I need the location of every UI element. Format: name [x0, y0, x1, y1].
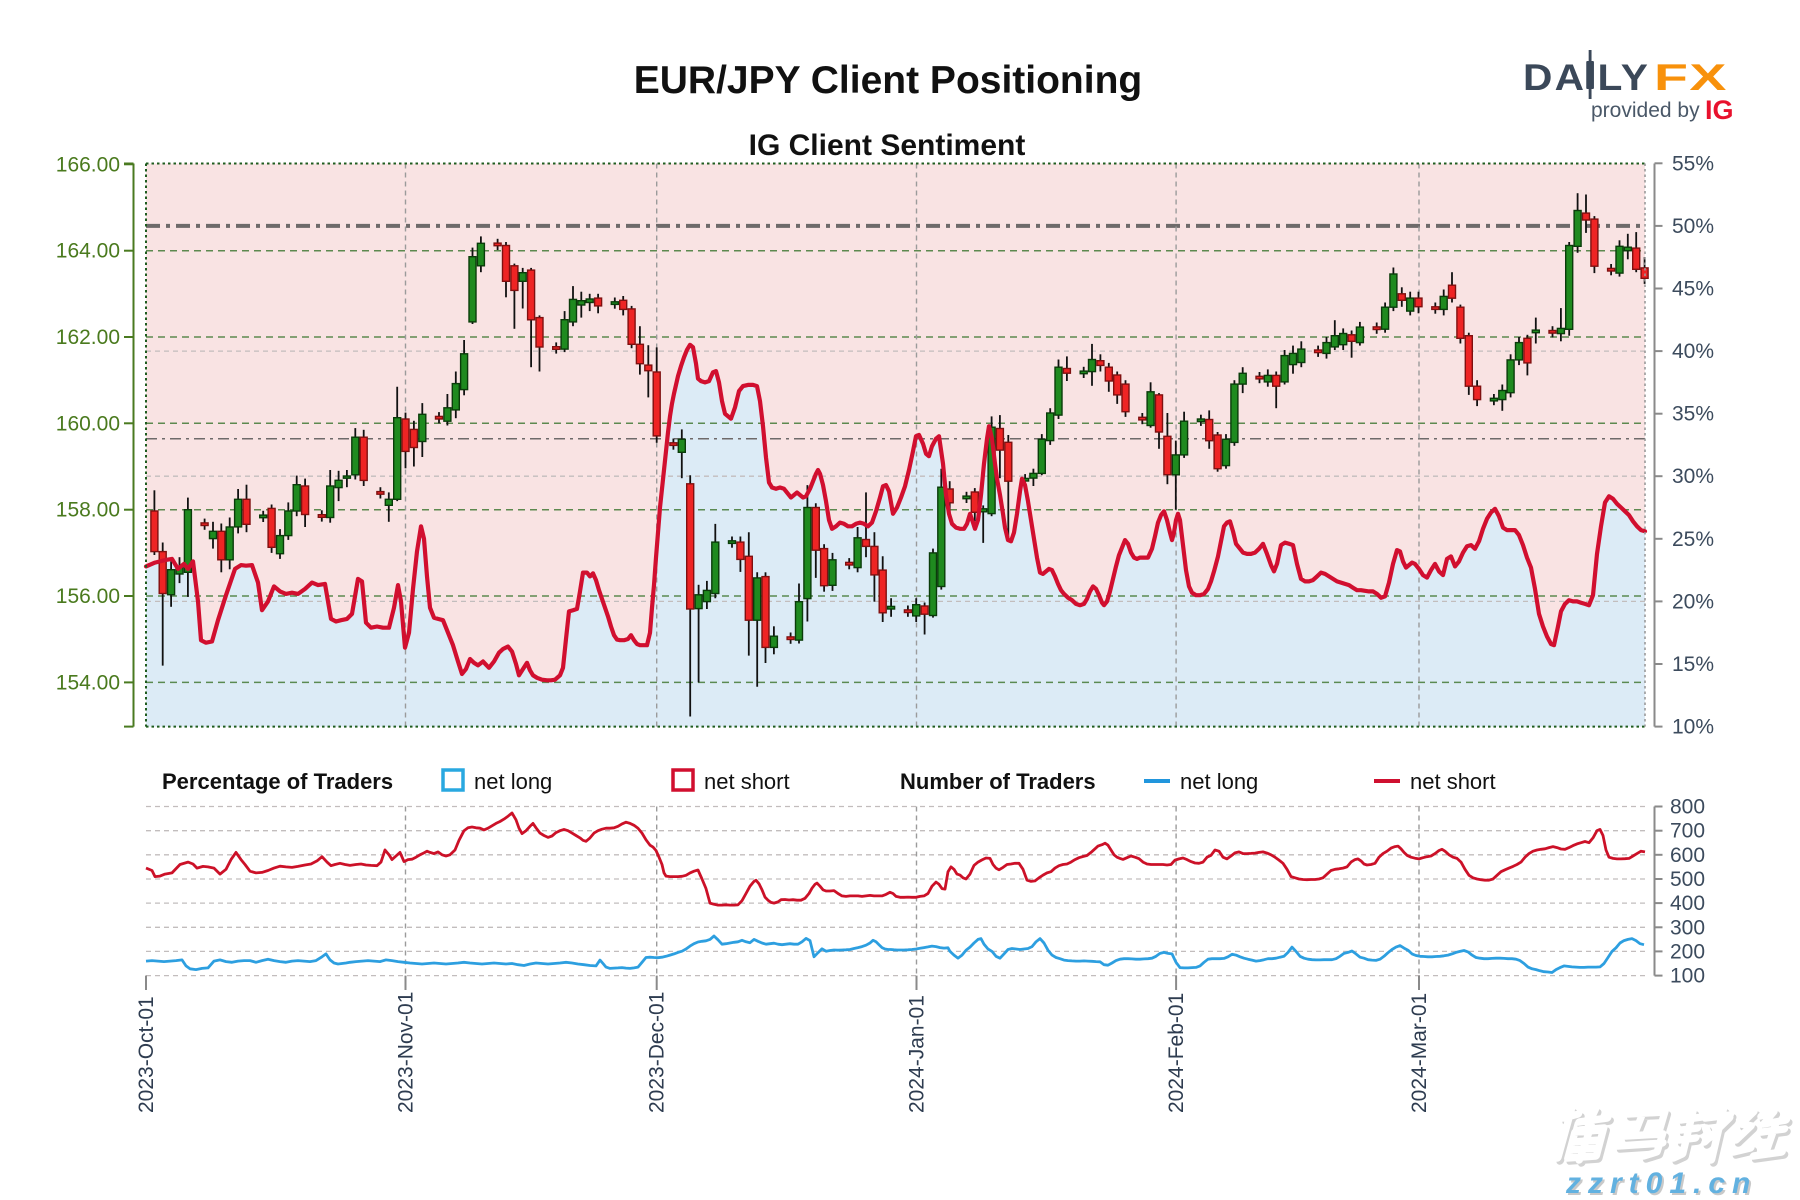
svg-text:LY: LY [1597, 58, 1650, 99]
svg-text:166.00: 166.00 [56, 153, 120, 176]
svg-text:FX: FX [1654, 56, 1728, 98]
svg-text:160.00: 160.00 [56, 412, 120, 435]
svg-text:700: 700 [1670, 820, 1705, 843]
svg-text:800: 800 [1670, 796, 1705, 819]
svg-text:500: 500 [1670, 868, 1705, 891]
svg-text:2023-Nov-01: 2023-Nov-01 [395, 992, 418, 1113]
svg-text:net short: net short [704, 769, 790, 794]
svg-text:35%: 35% [1672, 403, 1714, 426]
svg-text:600: 600 [1670, 844, 1705, 867]
svg-text:Percentage of Traders: Percentage of Traders [162, 769, 393, 794]
svg-text:100: 100 [1670, 965, 1705, 988]
svg-text:2024-Jan-01: 2024-Jan-01 [906, 995, 929, 1113]
svg-text:156.00: 156.00 [56, 585, 120, 608]
svg-text:net short: net short [1410, 769, 1496, 794]
svg-text:IG: IG [1705, 95, 1734, 125]
svg-text:2023-Dec-01: 2023-Dec-01 [646, 992, 669, 1113]
svg-text:400: 400 [1670, 892, 1705, 915]
svg-text:zzrt01.cn: zzrt01.cn [1567, 1169, 1759, 1200]
svg-text:zzrt01.cn: zzrt01.cn [1565, 1167, 1757, 1200]
svg-text:300: 300 [1670, 916, 1705, 939]
svg-text:45%: 45% [1672, 278, 1714, 301]
svg-text:DA: DA [1523, 58, 1586, 99]
svg-text:2023-Oct-01: 2023-Oct-01 [135, 996, 158, 1113]
svg-text:IG Client Sentiment: IG Client Sentiment [749, 129, 1026, 162]
svg-text:154.00: 154.00 [56, 671, 120, 694]
svg-text:25%: 25% [1672, 528, 1714, 551]
svg-text:162.00: 162.00 [56, 326, 120, 349]
svg-text:15%: 15% [1672, 653, 1714, 676]
svg-text:2024-Feb-01: 2024-Feb-01 [1165, 993, 1188, 1113]
svg-text:40%: 40% [1672, 340, 1714, 363]
svg-text:20%: 20% [1672, 590, 1714, 613]
svg-text:30%: 30% [1672, 465, 1714, 488]
svg-text:Number of Traders: Number of Traders [900, 769, 1096, 794]
svg-text:50%: 50% [1672, 215, 1714, 238]
svg-text:net long: net long [474, 769, 552, 794]
svg-text:55%: 55% [1672, 152, 1714, 175]
svg-text:net long: net long [1180, 769, 1258, 794]
svg-text:10%: 10% [1672, 716, 1714, 739]
svg-text:provided by: provided by [1591, 99, 1700, 122]
svg-text:200: 200 [1670, 940, 1705, 963]
svg-text:EUR/JPY Client Positioning: EUR/JPY Client Positioning [634, 59, 1143, 102]
svg-text:164.00: 164.00 [56, 240, 120, 263]
svg-text:158.00: 158.00 [56, 499, 120, 522]
svg-text:2024-Mar-01: 2024-Mar-01 [1408, 993, 1431, 1113]
